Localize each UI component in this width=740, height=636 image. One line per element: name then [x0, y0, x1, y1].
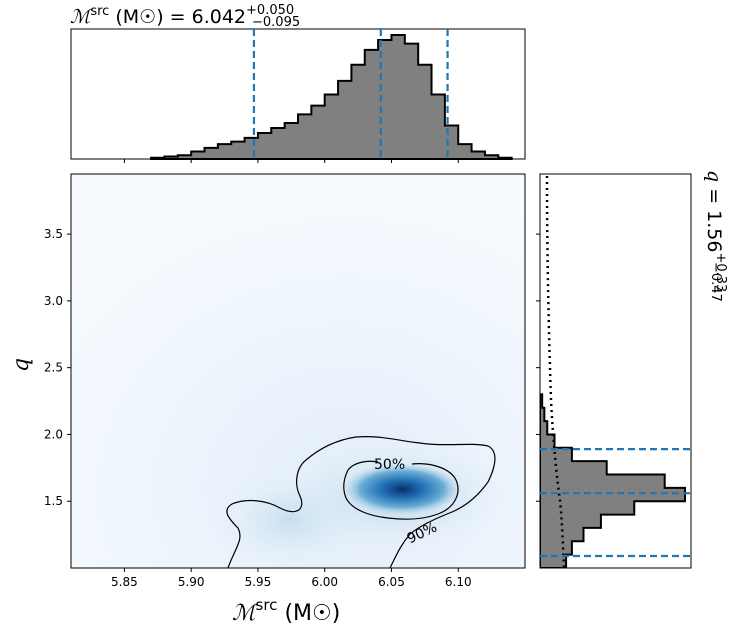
top-title-sup: src — [90, 4, 109, 19]
x-axis-title-unit: (M☉) — [284, 601, 340, 626]
top-title-symbol: ℳ — [70, 6, 93, 28]
joint-panel-frame — [70, 173, 526, 569]
contour-90 — [226, 436, 496, 568]
right-marginal-panel: q = 1.56+0.33 −0.47 — [536, 170, 728, 569]
joint-panel: 50% 90% 5.85 5.90 5.95 6.00 6.05 6.10 1.52.02… — [9, 173, 526, 626]
joint-x-ticks: 5.85 5.90 5.95 6.00 6.05 6.10 — [111, 568, 472, 589]
contour-50 — [343, 460, 459, 520]
contour-label-50: 50% — [374, 457, 405, 473]
top-x-ticks — [123, 159, 459, 163]
right-title-minus: −0.47 — [708, 262, 723, 302]
right-title-value: 1.56 — [703, 210, 725, 252]
top-title-minus: −0.095 — [252, 15, 300, 30]
joint-y-ticks: 1.5 2.0 2.5 3.0 3.5 — [44, 227, 71, 508]
x-axis-title-symbol: ℳ — [232, 601, 259, 626]
x-tick-label-5: 6.10 — [445, 575, 472, 589]
top-histogram — [150, 34, 513, 160]
y-tick-label-4: 3.5 — [44, 227, 63, 241]
x-tick-label-2: 5.95 — [245, 575, 272, 589]
y-tick-label-1: 2.0 — [44, 427, 63, 441]
x-axis-title: ℳsrc (M☉) — [232, 596, 340, 626]
top-title: ℳsrc (M☉) = 6.042+0.050 — [70, 3, 294, 28]
top-title-value: 6.042 — [192, 6, 246, 28]
top-title-unit: (M☉) — [115, 6, 163, 28]
y-axis-title: q — [9, 358, 34, 372]
x-axis-title-sup: src — [256, 596, 278, 614]
x-tick-label-4: 6.05 — [378, 575, 405, 589]
top-marginal-panel: ℳsrc (M☉) = 6.042+0.050 −0.095 — [70, 3, 526, 163]
y-tick-label-2: 2.5 — [44, 361, 63, 375]
right-title-symbol: q — [703, 170, 725, 182]
top-title-plus: +0.050 — [246, 3, 294, 18]
right-y-ticks — [536, 233, 540, 502]
density-peak — [342, 463, 463, 516]
contours — [226, 436, 496, 568]
density-heatmap — [210, 440, 510, 568]
right-title: q = 1.56+0.33 — [703, 170, 728, 292]
x-tick-label-1: 5.90 — [178, 575, 205, 589]
right-title-plus: +0.33 — [713, 252, 728, 292]
y-tick-label-0: 1.5 — [44, 494, 63, 508]
x-tick-label-0: 5.85 — [111, 575, 138, 589]
x-tick-label-3: 6.00 — [311, 575, 338, 589]
right-histogram — [540, 393, 686, 568]
y-tick-label-3: 3.0 — [44, 294, 63, 308]
right-quantile-lines — [540, 448, 691, 558]
